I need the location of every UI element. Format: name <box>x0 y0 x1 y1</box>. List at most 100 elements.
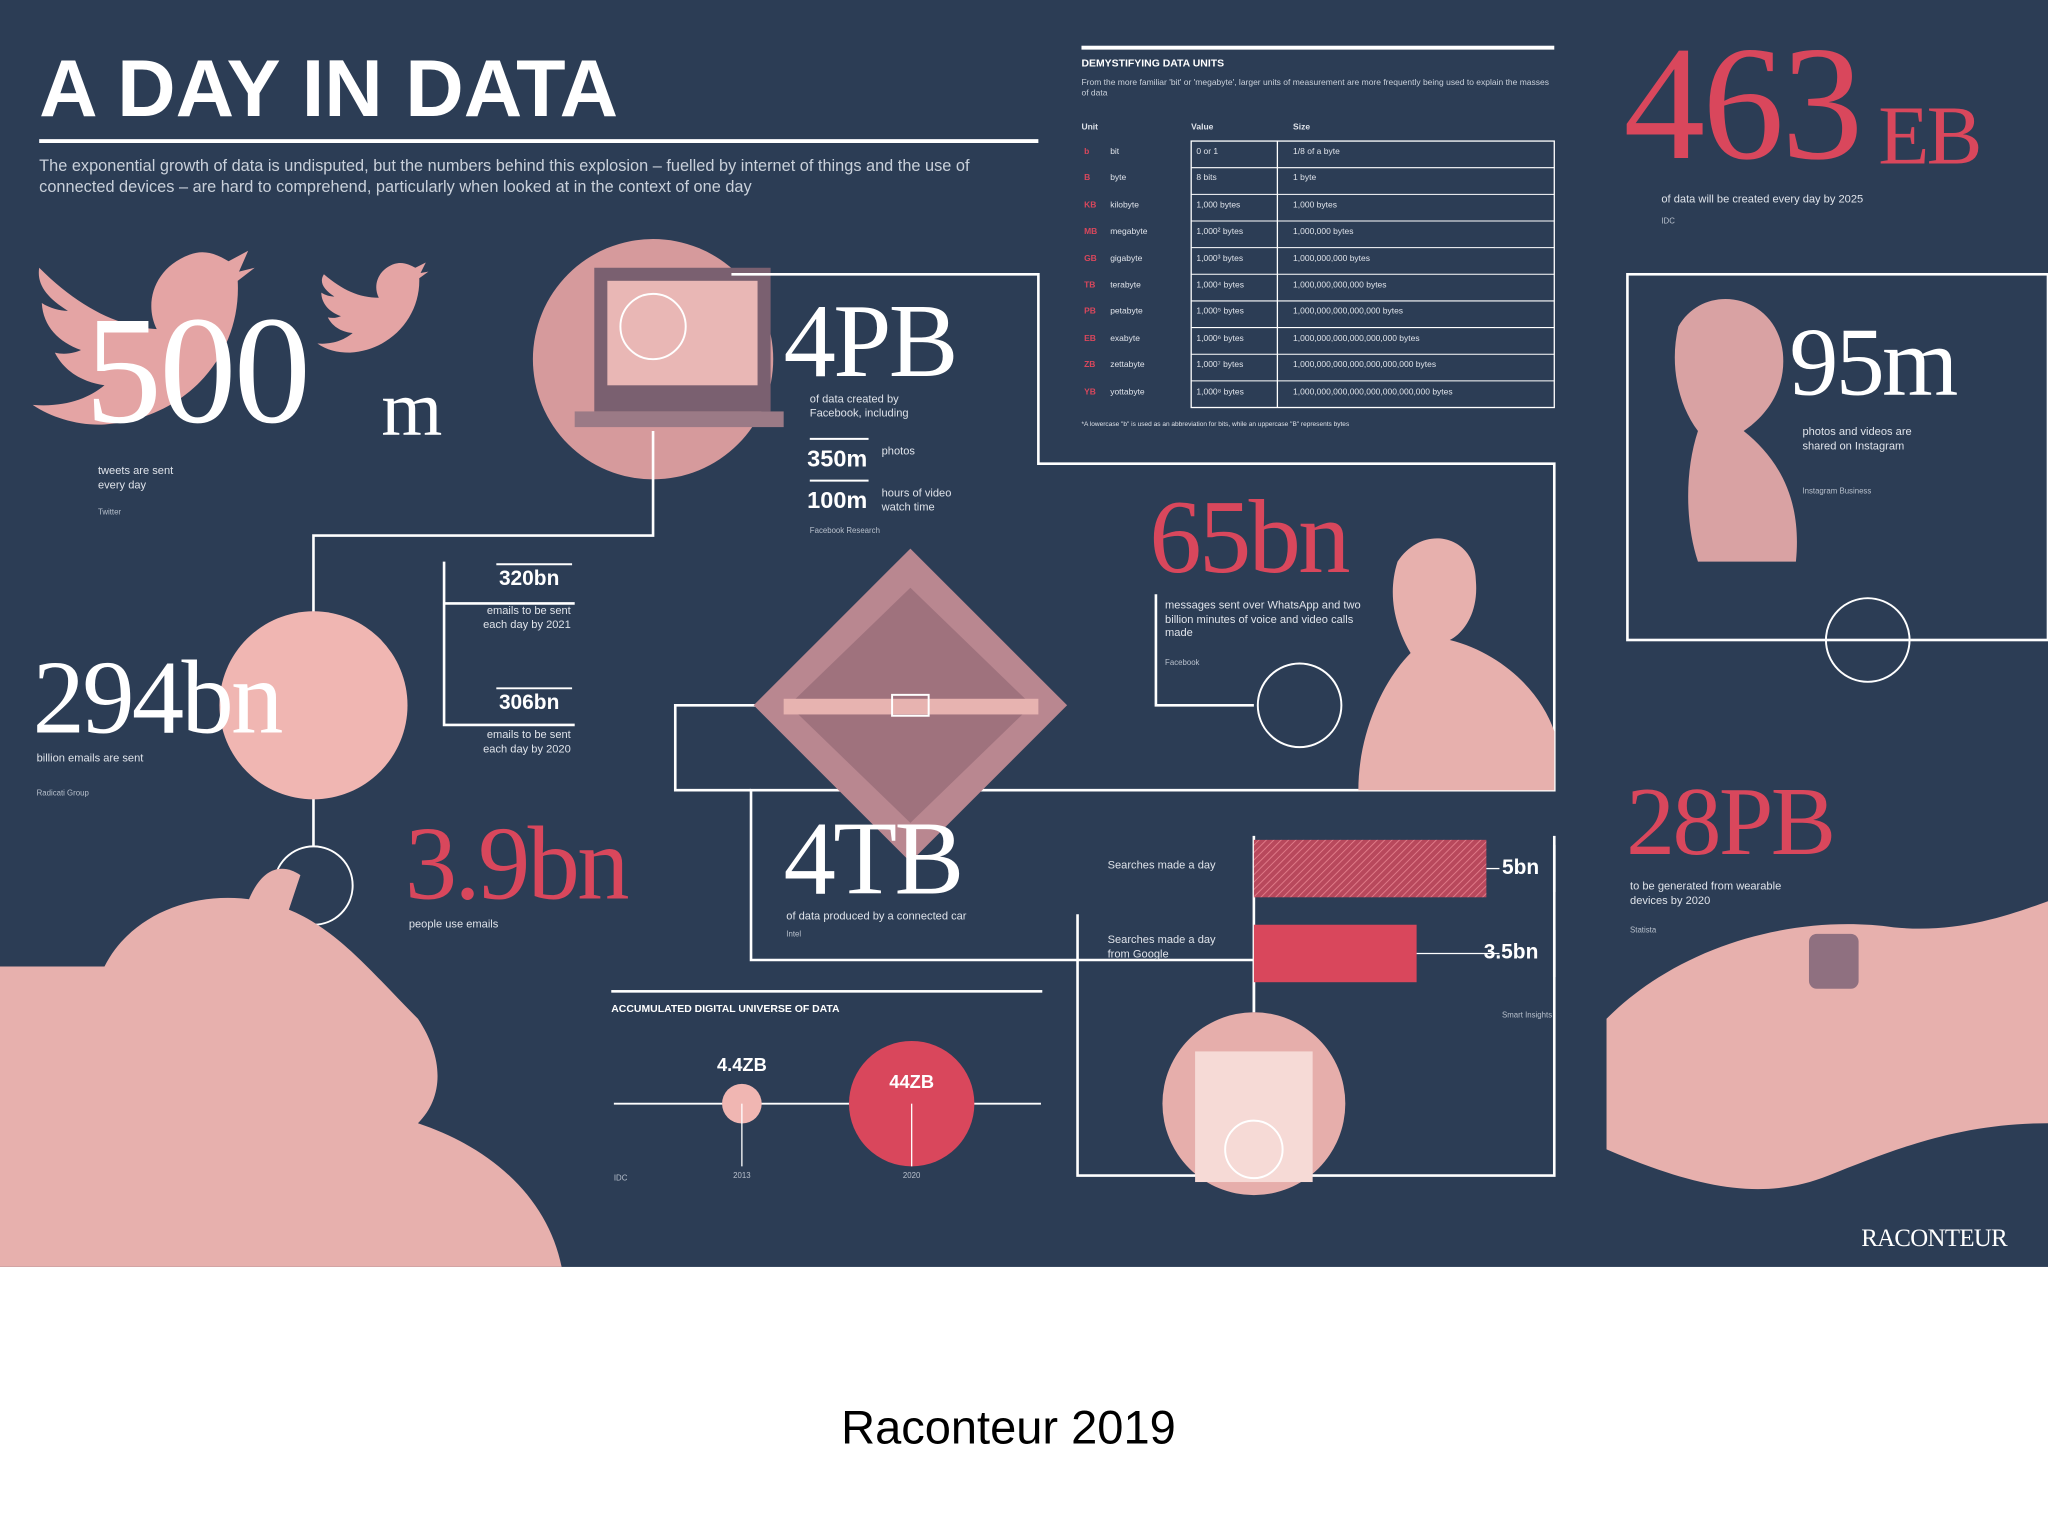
instagram-panel <box>1626 272 2048 683</box>
email-circle <box>219 611 408 800</box>
stat-number: 4TB <box>783 801 965 917</box>
section-title: DEMYSTIFYING DATA UNITS <box>1081 57 1225 70</box>
stat-caption: to be generated from wearable devices by… <box>1630 879 1782 906</box>
unit-value: 1,000⁶ bytes <box>1196 334 1244 344</box>
unit-abbr: PB <box>1084 307 1096 317</box>
stat-number: 65bn <box>1149 480 1350 596</box>
twitter-birds <box>32 250 429 425</box>
unit-name: megabyte <box>1110 227 1148 237</box>
unit-name: kilobyte <box>1110 200 1139 211</box>
unit-name: terabyte <box>1110 280 1141 290</box>
unit-size: 1,000,000,000 bytes <box>1293 254 1371 264</box>
source: Facebook <box>1165 659 1200 668</box>
bubble-year: 2020 <box>902 1172 921 1181</box>
unit-abbr: ZB <box>1084 360 1096 370</box>
unit-abbr: b <box>1084 147 1090 157</box>
unit-size: 1,000,000,000,000,000,000,000,000 bytes <box>1293 387 1453 397</box>
unit-abbr: GB <box>1084 254 1097 264</box>
source: Twitter <box>97 509 122 518</box>
unit-size: 1/8 of a byte <box>1293 147 1340 157</box>
source: Intel <box>786 931 802 940</box>
unit-value: 1,000³ bytes <box>1196 254 1244 264</box>
stat-caption: photos and videos are shared on Instagra… <box>1802 424 1912 452</box>
stat-unit: EB <box>1878 88 1982 182</box>
watch-photo <box>1606 901 2048 1190</box>
stat-number: 4PB <box>783 284 959 400</box>
intro: The exponential growth of data is undisp… <box>39 156 970 196</box>
table-note: *A lowercase "b" is used as an abbreviat… <box>1081 420 1350 429</box>
unit-value: 1,000⁸ bytes <box>1196 387 1244 397</box>
item-figure: 320bn <box>498 568 560 591</box>
stat-number: 500 <box>84 284 311 456</box>
unit-size: 1,000,000 bytes <box>1293 227 1354 237</box>
stat-caption: billion emails are sent <box>36 751 144 765</box>
table-header: Size <box>1293 122 1311 132</box>
unit-size: 1 byte <box>1293 174 1317 184</box>
item-text: emails to be sent each day by 2020 <box>483 727 571 755</box>
unit-abbr: EB <box>1084 334 1096 344</box>
unit-name: petabyte <box>1110 307 1143 317</box>
stat-number: 28PB <box>1626 767 1836 877</box>
woman-photo <box>1256 538 1555 791</box>
bubble-year: 2013 <box>733 1172 751 1181</box>
unit-value: 1,000² bytes <box>1196 227 1244 237</box>
man-photo <box>0 868 562 1267</box>
unit-size: 1,000,000,000,000,000 bytes <box>1293 307 1404 317</box>
unit-abbr: MB <box>1084 227 1098 237</box>
table-header: Unit <box>1081 122 1098 132</box>
section-intro: From the more familiar 'bit' or 'megabyt… <box>1081 78 1549 99</box>
bar <box>1253 924 1417 983</box>
source: Facebook Research <box>809 527 880 536</box>
item-figure: 350m <box>807 445 868 472</box>
unit-value: 0 or 1 <box>1196 147 1219 157</box>
item-text: hours of video watch time <box>881 485 952 513</box>
bar-label: 5bn <box>1502 856 1540 880</box>
item-figure: 100m <box>807 487 868 514</box>
stat-number: 95m <box>1789 308 1958 417</box>
source: IDC <box>1661 218 1675 226</box>
unit-value: 1,000 bytes <box>1196 200 1241 211</box>
bar <box>1253 839 1487 898</box>
stat-number: 463 <box>1623 14 1864 195</box>
title: A DAY IN DATA <box>39 44 619 135</box>
unit-name: gigabyte <box>1110 254 1143 264</box>
unit-name: yottabyte <box>1110 387 1145 397</box>
stat-unit: m <box>381 365 442 452</box>
unit-name: exabyte <box>1110 334 1140 344</box>
unit-abbr: TB <box>1084 280 1096 290</box>
unit-value: 1,000⁷ bytes <box>1196 360 1244 370</box>
unit-name: byte <box>1110 174 1127 184</box>
item-figure: 306bn <box>498 692 560 715</box>
unit-value: 8 bits <box>1196 174 1217 184</box>
unit-abbr: B <box>1084 174 1091 184</box>
bar-label: 3.5bn <box>1483 941 1539 964</box>
unit-value: 1,000⁴ bytes <box>1196 280 1244 290</box>
caption: Raconteur 2019 <box>841 1400 1176 1454</box>
item-text: photos <box>881 444 915 458</box>
source: Statista <box>1630 927 1657 936</box>
stat-caption: tweets are sent every day <box>97 463 174 491</box>
source: Radicati Group <box>36 790 89 799</box>
units-rule <box>1081 45 1555 50</box>
unit-value: 1,000⁵ bytes <box>1196 307 1244 317</box>
unit-abbr: YB <box>1084 387 1096 397</box>
facebook-photo <box>532 239 784 480</box>
bar-category: Searches made a day <box>1107 858 1216 872</box>
stat-caption: of data produced by a connected car <box>786 909 967 923</box>
brand: RACONTEUR <box>1861 1225 2008 1253</box>
stat-caption: of data created by Facebook, including <box>809 391 909 419</box>
unit-size: 1,000,000,000,000,000,000,000 bytes <box>1293 360 1437 370</box>
stat-caption: of data will be created every day by 202… <box>1661 191 1864 206</box>
unit-size: 1,000 bytes <box>1293 200 1337 211</box>
unit-name: bit <box>1110 147 1120 157</box>
source: IDC <box>613 1175 628 1184</box>
bubble-label: 4.4ZB <box>716 1054 767 1075</box>
unit-size: 1,000,000,000,000,000,000 bytes <box>1293 334 1420 344</box>
table-header: Value <box>1191 122 1214 132</box>
universe-rule <box>611 990 1043 993</box>
source: Instagram Business <box>1802 488 1872 497</box>
unit-abbr: KB <box>1084 200 1097 211</box>
